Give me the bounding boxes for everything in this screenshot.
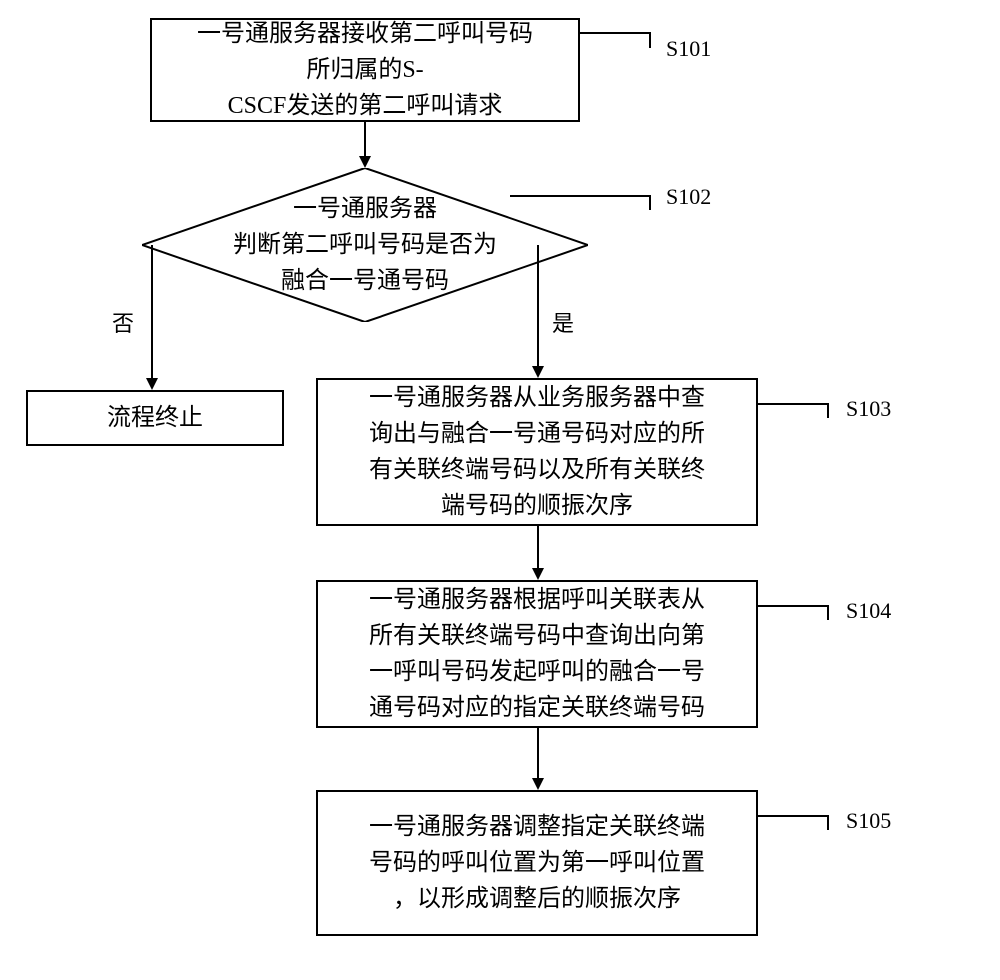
node-s105-text: 一号通服务器调整指定关联终端号码的呼叫位置为第一呼叫位置，以形成调整后的顺振次序 <box>369 809 705 917</box>
label-connector-s103 <box>758 378 848 418</box>
node-s105: 一号通服务器调整指定关联终端号码的呼叫位置为第一呼叫位置，以形成调整后的顺振次序 <box>316 790 758 936</box>
node-s104-text: 一号通服务器根据呼叫关联表从所有关联终端号码中查询出向第一呼叫号码发起呼叫的融合… <box>369 582 705 726</box>
node-s101: 一号通服务器接收第二呼叫号码所归属的S-CSCF发送的第二呼叫请求 <box>150 18 580 122</box>
edge-s101-s102 <box>355 122 375 170</box>
label-connector-s104 <box>758 580 848 620</box>
step-label-s102: S102 <box>666 184 711 210</box>
node-s104: 一号通服务器根据呼叫关联表从所有关联终端号码中查询出向第一呼叫号码发起呼叫的融合… <box>316 580 758 728</box>
edge-s103-s104 <box>528 526 548 582</box>
edge-label-yes: 是 <box>552 306 574 338</box>
node-s103: 一号通服务器从业务服务器中查询出与融合一号通号码对应的所有关联终端号码以及所有关… <box>316 378 758 526</box>
label-connector-s105 <box>758 790 848 830</box>
node-s103-text: 一号通服务器从业务服务器中查询出与融合一号通号码对应的所有关联终端号码以及所有关… <box>369 380 705 524</box>
step-label-s104-text: S104 <box>846 598 891 623</box>
node-terminate-text: 流程终止 <box>107 400 203 436</box>
edge-s104-s105 <box>528 728 548 792</box>
node-s102-text: 一号通服务器判断第二呼叫号码是否为融合一号通号码 <box>233 191 497 299</box>
label-connector-s101 <box>580 18 670 58</box>
step-label-s101: S101 <box>666 36 711 62</box>
step-label-s103: S103 <box>846 396 891 422</box>
node-s101-text: 一号通服务器接收第二呼叫号码所归属的S-CSCF发送的第二呼叫请求 <box>197 16 533 124</box>
step-label-s103-text: S103 <box>846 396 891 421</box>
node-terminate: 流程终止 <box>26 390 284 446</box>
step-label-s102-text: S102 <box>666 184 711 209</box>
step-label-s101-text: S101 <box>666 36 711 61</box>
step-label-s105: S105 <box>846 808 891 834</box>
step-label-s104: S104 <box>846 598 891 624</box>
edge-label-no-text: 否 <box>112 311 134 336</box>
edge-label-no: 否 <box>112 306 134 338</box>
node-s102: 一号通服务器判断第二呼叫号码是否为融合一号通号码 <box>142 168 588 322</box>
edge-label-yes-text: 是 <box>552 311 574 336</box>
step-label-s105-text: S105 <box>846 808 891 833</box>
